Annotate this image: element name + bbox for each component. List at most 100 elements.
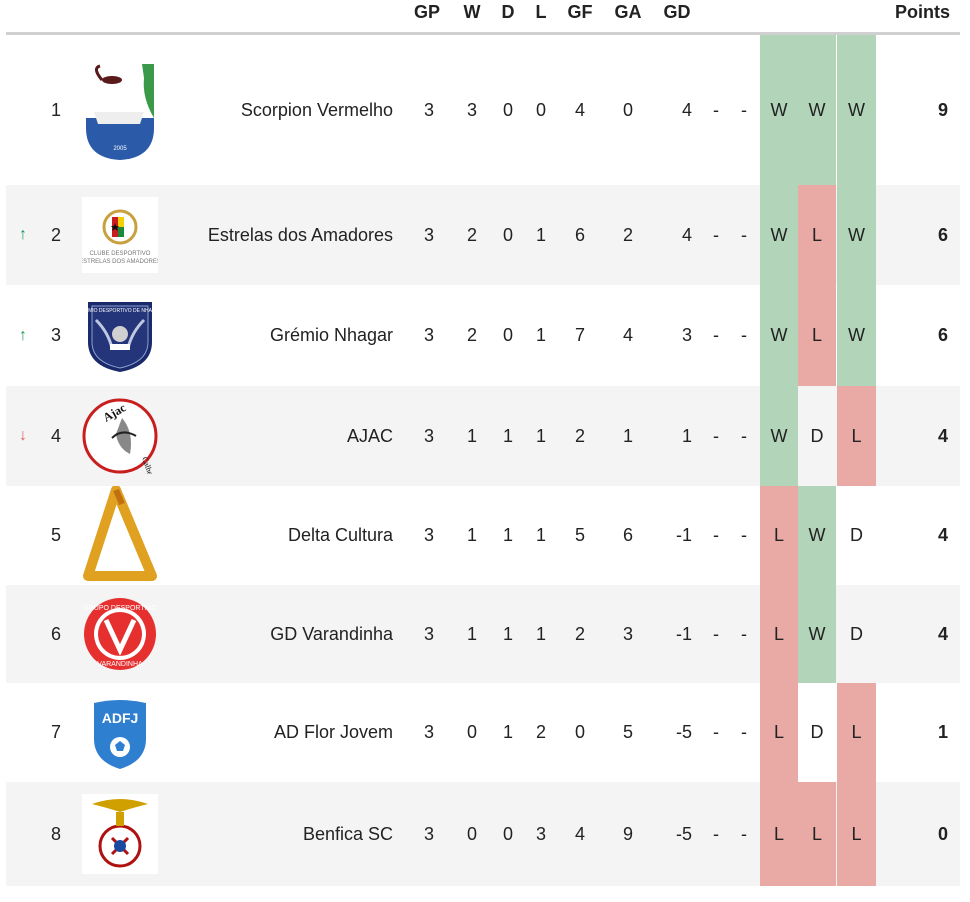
points: 4: [937, 623, 948, 644]
stat-d2: -: [741, 525, 747, 545]
stat-d1: -: [713, 325, 719, 345]
header-l[interactable]: L: [535, 2, 547, 22]
stat-gp: 3: [423, 525, 434, 545]
table-row[interactable]: 7 ADFJ AD Flor Jovem 3 0 1 2 0 5 -5- - L D L 1: [6, 683, 960, 782]
table-row[interactable]: ↓ 4 Ajac Calheta AJAC 3 1 1 1 2 1 1- - W D L 4: [6, 386, 960, 486]
stat-d: 1: [502, 425, 513, 446]
form-result-3: W: [837, 185, 876, 285]
stat-w: 0: [466, 823, 477, 844]
rank-change-icon: [12, 782, 34, 886]
stat-gd: 3: [681, 325, 692, 345]
stat-l: 3: [535, 823, 546, 844]
team-name[interactable]: AJAC: [346, 425, 393, 446]
varandinha-roundel-icon: GRUPO DESPORTIVO VARANDINHA: [82, 596, 158, 672]
header-points[interactable]: Points: [894, 2, 950, 22]
table-row[interactable]: 6 GRUPO DESPORTIVO VARANDINHA GD Varandinha…: [6, 585, 960, 683]
delta-triangle-icon: [82, 485, 158, 586]
team-name[interactable]: Benfica SC: [302, 823, 393, 844]
stat-gp: 3: [423, 823, 434, 844]
table-row[interactable]: 1 2005 Scorpion Vermelho 3 3 0 0 4 0 4- - W W W 9: [6, 35, 960, 185]
rank: 6: [50, 623, 61, 644]
stat-d2: -: [741, 224, 747, 245]
points: 6: [937, 325, 948, 345]
stat-d: 0: [502, 823, 513, 844]
stat-gf: 4: [574, 99, 585, 120]
stat-gp: 3: [423, 425, 434, 446]
stat-gd: 4: [681, 99, 692, 120]
rank-change-icon: [12, 585, 34, 683]
rank: 2: [50, 224, 61, 245]
stat-d2: -: [741, 623, 747, 644]
stat-gd: -5: [675, 722, 692, 742]
form-result-1: L: [760, 486, 798, 585]
stat-w: 2: [466, 224, 477, 245]
points: 9: [937, 99, 948, 120]
form-result-2: D: [810, 722, 824, 742]
stat-d: 0: [502, 325, 513, 345]
stat-d2: -: [741, 425, 747, 446]
stat-d2: -: [741, 325, 747, 345]
table-header: GP W D L GF GA GD Points: [0, 0, 970, 34]
stat-gd: -5: [675, 823, 692, 844]
svg-text:ESTRELAS DOS AMADORES: ESTRELAS DOS AMADORES: [82, 259, 158, 265]
rank: 8: [50, 823, 61, 844]
svg-text:CLUBE DESPORTIVO: CLUBE DESPORTIVO: [90, 251, 151, 257]
stat-l: 1: [535, 224, 546, 245]
gremio-shield-icon: GRÉMIO DESPORTIVO DE NHAGAR: [82, 298, 158, 374]
stat-d: 0: [502, 99, 513, 120]
stat-gf: 4: [574, 823, 585, 844]
header-ga[interactable]: GA: [614, 2, 642, 22]
form-result-2: W: [798, 35, 836, 185]
points: 1: [937, 722, 948, 742]
stat-l: 1: [535, 325, 546, 345]
form-result-3: W: [837, 35, 876, 185]
stat-ga: 3: [622, 623, 633, 644]
points: 4: [937, 425, 948, 446]
stat-l: 1: [535, 425, 546, 446]
header-gd[interactable]: GD: [663, 2, 691, 22]
stat-l: 2: [535, 722, 546, 742]
form-result-3: W: [837, 285, 876, 386]
stat-d1: -: [713, 623, 719, 644]
table-row[interactable]: ↑ 3 GRÉMIO DESPORTIVO DE NHAGAR Grémio Nhag…: [6, 285, 960, 386]
header-gf[interactable]: GF: [567, 2, 593, 22]
svg-text:Calheta: Calheta: [140, 456, 157, 474]
form-result-1: L: [760, 585, 798, 683]
team-name[interactable]: Estrelas dos Amadores: [207, 224, 393, 245]
team-name[interactable]: AD Flor Jovem: [273, 722, 393, 742]
team-name[interactable]: Grémio Nhagar: [269, 325, 393, 345]
ajac-roundel-icon: Ajac Calheta: [82, 398, 158, 474]
rank-change-icon: [12, 35, 34, 185]
stat-w: 0: [466, 722, 477, 742]
header-w[interactable]: W: [463, 2, 481, 22]
table-row[interactable]: ↑ 2 CLUBE DESPORTIVO ESTRELAS DOS AMADORES E…: [6, 185, 960, 285]
header-gp[interactable]: GP: [413, 2, 440, 22]
form-result-3: D: [850, 623, 863, 644]
stat-d1: -: [713, 722, 719, 742]
scorpion-crest-icon: 2005: [82, 58, 158, 162]
form-result-3: L: [837, 683, 876, 782]
stat-d: 1: [502, 525, 513, 545]
svg-text:ADFJ: ADFJ: [102, 710, 139, 726]
stat-gp: 3: [423, 325, 434, 345]
stat-gf: 5: [574, 525, 585, 545]
stat-gf: 2: [574, 425, 585, 446]
team-name[interactable]: GD Varandinha: [270, 623, 393, 644]
stat-gd: 1: [681, 425, 692, 446]
team-name[interactable]: Delta Cultura: [287, 525, 393, 545]
table-row[interactable]: 5 Delta Cultura 3 1 1 1 5 6 -1- - L W D 4: [6, 485, 960, 586]
rank-change-icon: [12, 486, 34, 585]
form-result-1: W: [760, 285, 798, 386]
header-d[interactable]: D: [501, 2, 515, 22]
team-name[interactable]: Scorpion Vermelho: [240, 99, 393, 120]
rank-change-icon: [12, 683, 34, 782]
form-result-1: L: [760, 683, 798, 782]
table-row[interactable]: 8 Benfica SC 3 0 0 3 4 9 -5- - L L L 0: [6, 782, 960, 886]
rank: 5: [50, 525, 61, 545]
stat-d2: -: [741, 722, 747, 742]
stat-ga: 2: [622, 224, 633, 245]
form-result-2: L: [798, 782, 836, 886]
stat-l: 1: [535, 525, 546, 545]
stat-d: 1: [502, 623, 513, 644]
stat-gf: 6: [574, 224, 585, 245]
